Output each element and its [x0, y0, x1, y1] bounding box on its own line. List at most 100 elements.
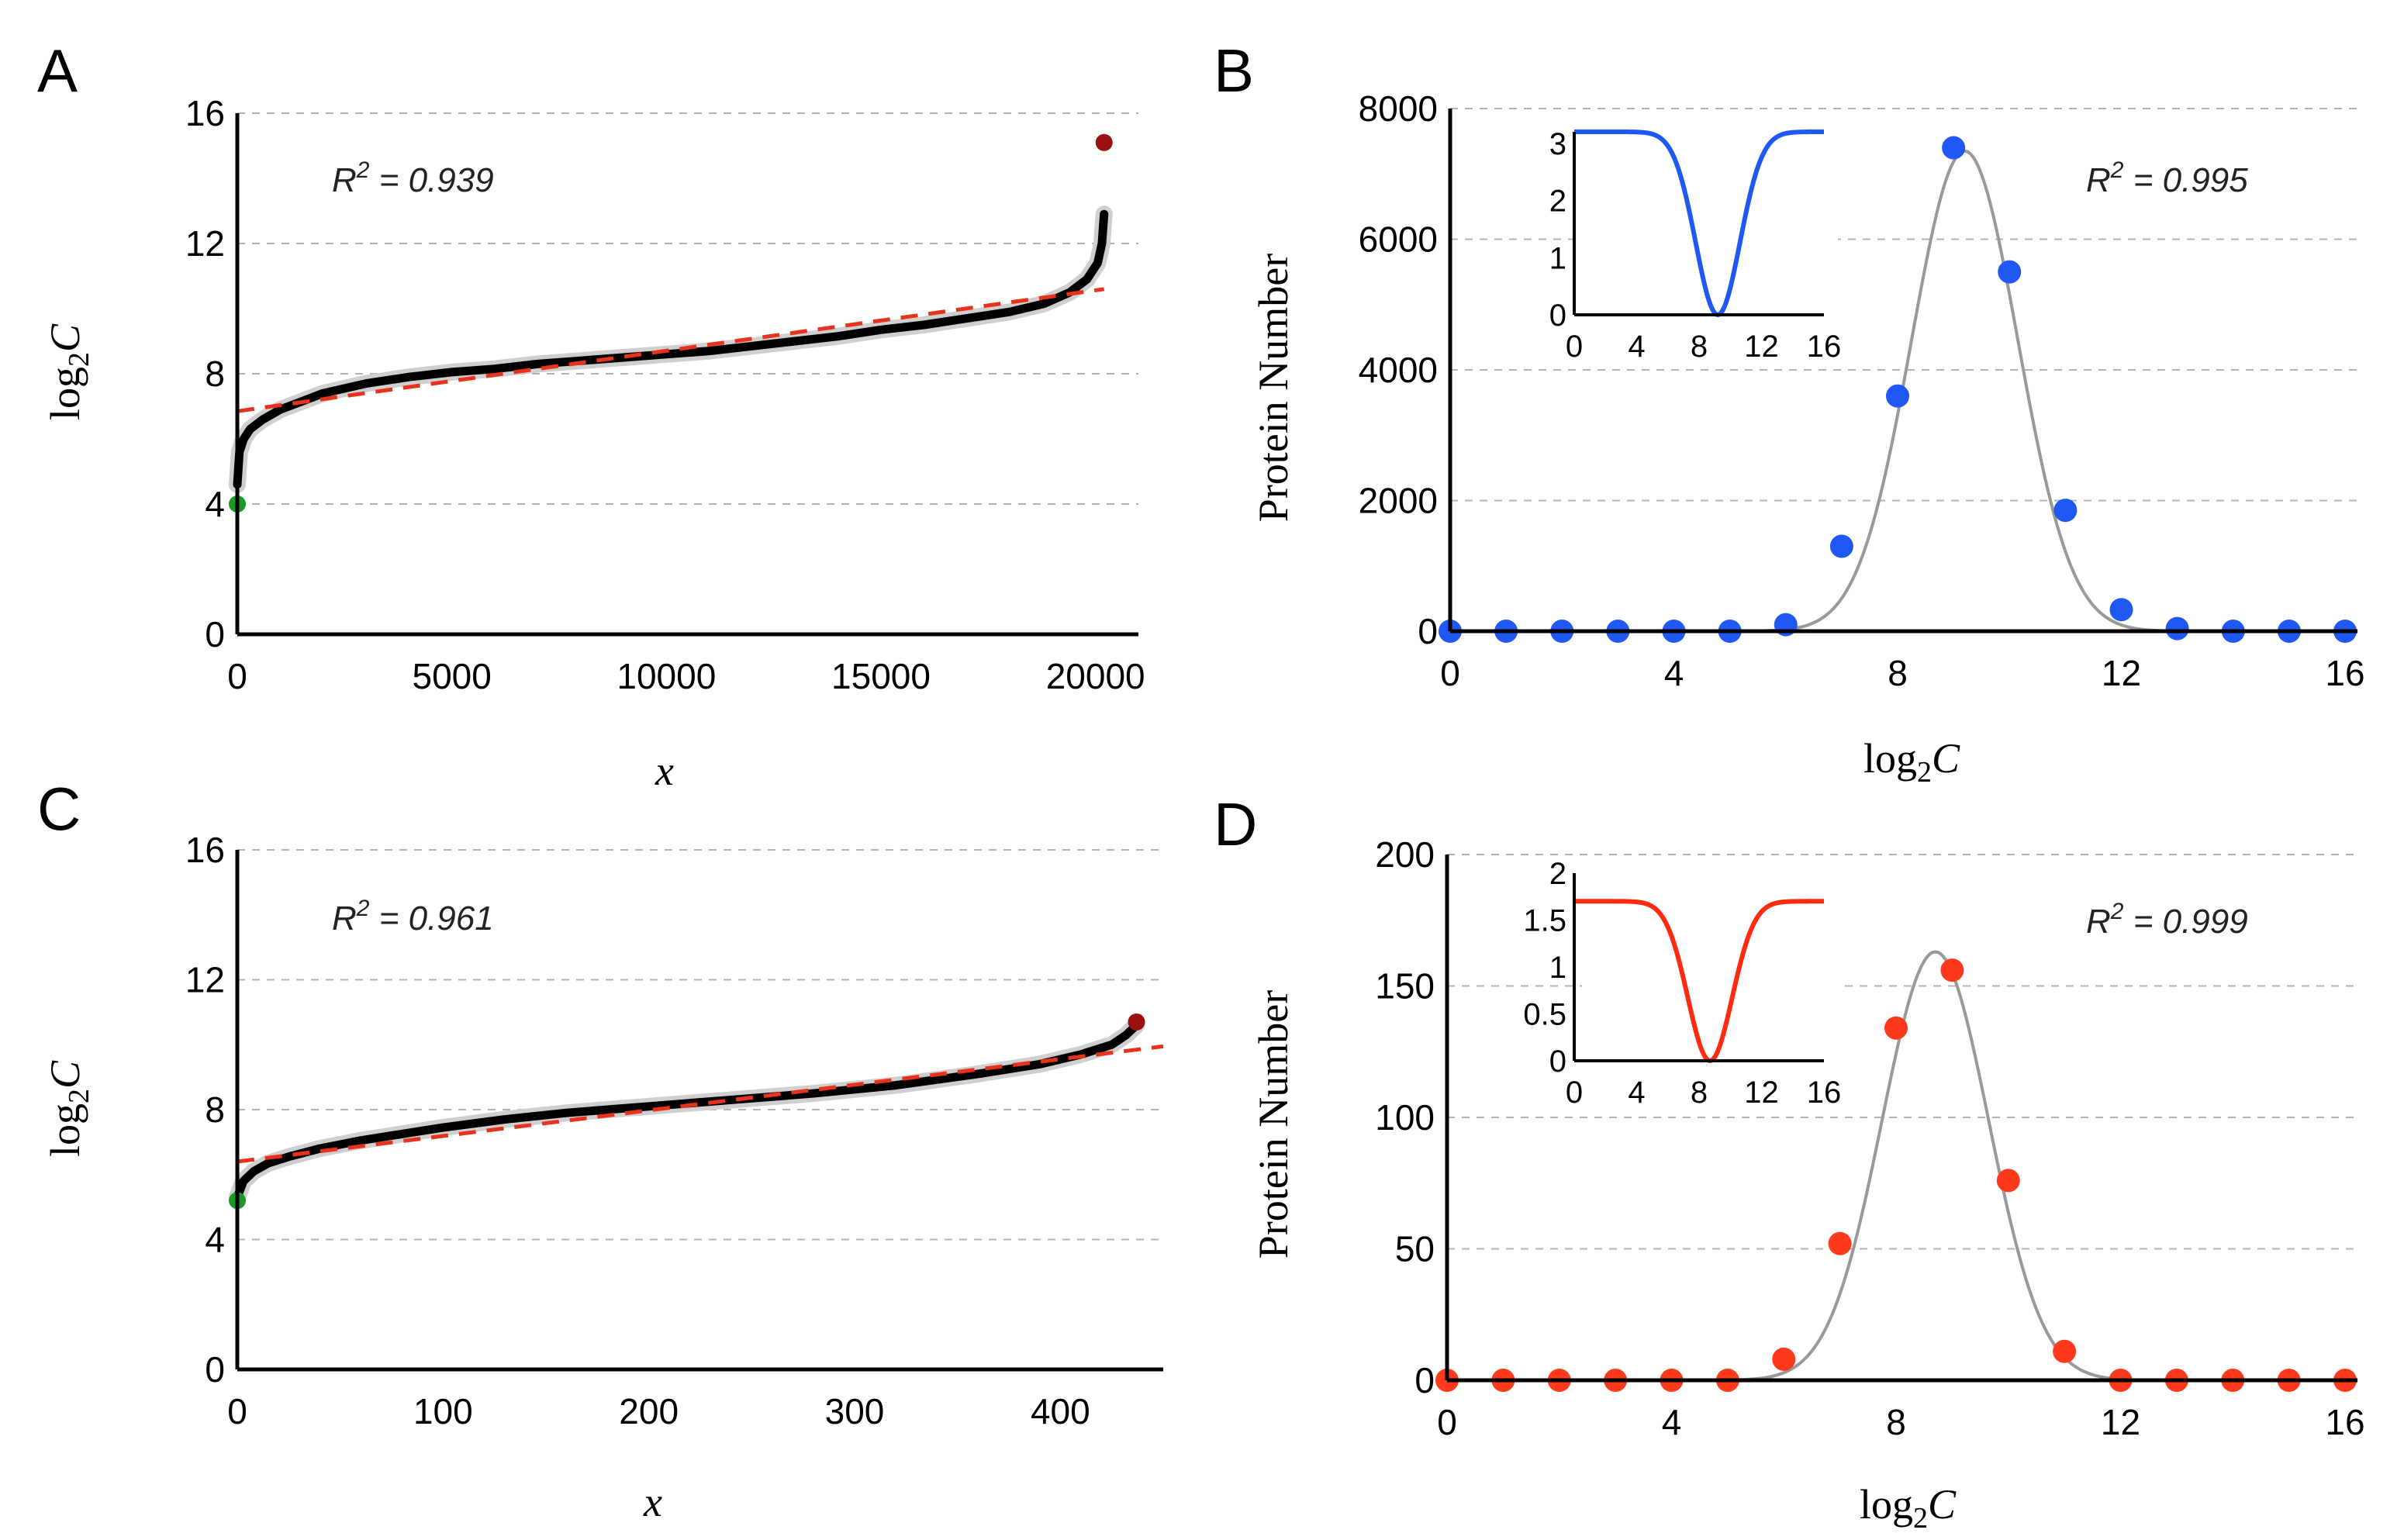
panel-c-x-tick-label: 0 — [227, 1391, 247, 1431]
panel-d-x-tick-label: 16 — [2325, 1402, 2364, 1442]
panel-a-data-curve — [229, 205, 1113, 493]
panel-b-inset-y-tick-label: 2 — [1549, 185, 1566, 219]
panel-b-data-point — [2053, 499, 2078, 523]
panel-b-x-tick-label: 0 — [1440, 653, 1460, 693]
panel-d-inset-x-tick-labels: 0 4 8 12 16 — [1566, 1076, 1841, 1110]
panel-d-y-tick-label: 50 — [1395, 1229, 1435, 1269]
panel-a-y-tick-label: 16 — [185, 93, 225, 133]
panel-a-y-tick-label: 4 — [205, 484, 225, 524]
panel-d-inset-y-tick-label: 2 — [1549, 857, 1566, 891]
panel-d-fit-curve — [1447, 950, 2345, 1382]
panel-b-y-tick-labels: 0 2000 4000 6000 8000 — [1359, 88, 1438, 651]
panel-c-data-shadow — [229, 1017, 1145, 1207]
panel-d-inset-y-tick-label: 1 — [1549, 951, 1566, 985]
panel-c-x-tick-label: 400 — [1031, 1391, 1090, 1431]
panel-letter-d: D — [1214, 790, 1257, 858]
panel-b-data-points — [1439, 136, 2357, 643]
panel-b-x-tick-label: 4 — [1664, 653, 1684, 693]
panel-a-fit-line — [237, 287, 1105, 413]
panel-letter-b: B — [1214, 36, 1254, 105]
panel-d-y-tick-labels: 0 50 100 150 200 — [1375, 834, 1435, 1400]
panel-a-y-tick-labels: 0 4 8 12 16 — [185, 93, 225, 654]
panel-d-x-axis-label: log2C — [1860, 1481, 1957, 1535]
panel-d-y-tick-label: 100 — [1375, 1097, 1435, 1138]
panel-b-inset-x-tick-label: 8 — [1691, 330, 1708, 364]
panel-d-inset-x-tick-label: 0 — [1566, 1076, 1583, 1110]
panel-d-inset-x-tick-label: 4 — [1628, 1076, 1645, 1110]
panel-b-inset-x-tick-label: 16 — [1807, 330, 1842, 364]
panel-d-x-tick-labels: 0 4 8 12 16 — [1437, 1402, 2364, 1442]
panel-a-x-tick-label: 10000 — [617, 656, 716, 696]
panel-c-x-tick-label: 200 — [619, 1391, 679, 1431]
panel-c-y-axis-label: log2C — [42, 1060, 95, 1157]
panel-c-max-point — [1128, 1013, 1145, 1031]
panel-c-gridlines — [237, 849, 1163, 1241]
panel-a-max-point — [1095, 133, 1113, 151]
panel-b-y-tick-label: 6000 — [1359, 219, 1438, 260]
panel-d-data-point — [1996, 1169, 2020, 1193]
panel-b-inset-y-tick-label: 3 — [1549, 127, 1566, 161]
panel-b-data-point — [1942, 136, 1966, 160]
panel-a-x-tick-label: 20000 — [1046, 656, 1145, 696]
panel-d-inset-y-tick-labels: 0 0.5 1 1.5 2 — [1523, 857, 1566, 1079]
panel-d-data-point — [1940, 958, 1964, 982]
panel-c-y-tick-label: 0 — [205, 1349, 225, 1390]
panel-b-inset-curve — [1574, 129, 1825, 318]
panel-c-x-axis-label: x — [643, 1479, 662, 1525]
panel-b-inset-x-tick-label: 0 — [1566, 330, 1583, 364]
panel-d-x-tick-label: 8 — [1886, 1402, 1906, 1442]
panel-a-y-tick-label: 12 — [185, 223, 225, 264]
panel-d-inset-x-tick-label: 8 — [1691, 1076, 1708, 1110]
panel-d-inset-curve — [1574, 899, 1825, 1064]
panel-b-y-tick-label: 2000 — [1359, 481, 1438, 521]
panel-b-data-point — [1829, 534, 1853, 558]
panel-letter-a: A — [37, 36, 78, 105]
panel-b-inset-x-tick-label: 12 — [1744, 330, 1779, 364]
panel-d-inset-line — [1574, 899, 1825, 1064]
panel-a-y-axis-label: log2C — [42, 323, 95, 420]
panel-d-inset-y-tick-label: 0.5 — [1523, 998, 1566, 1032]
panel-a-y-tick-label: 0 — [205, 614, 225, 654]
panel-a-data-line — [233, 209, 1109, 489]
panel-b-y-tick-label: 8000 — [1359, 88, 1438, 129]
panel-d-data-point — [1772, 1347, 1796, 1371]
panel-b-data-point — [2109, 598, 2133, 622]
panel-c-y-tick-labels: 0 4 8 12 16 — [185, 830, 225, 1390]
panel-b-x-tick-label: 8 — [1888, 653, 1908, 693]
panel-b-x-axis-label: log2C — [1863, 735, 1960, 789]
panel-b-inset-y-tick-labels: 0 1 2 3 — [1549, 127, 1566, 333]
panel-b-inset-x-tick-label: 4 — [1628, 330, 1645, 364]
panel-d-x-tick-label: 4 — [1662, 1402, 1682, 1442]
panel-a: A 0 4 8 12 16 0 5000 10000 15000 20000 x log2C R… — [37, 36, 1145, 794]
panel-b-inset-background — [1582, 132, 1838, 318]
panel-c-r-squared: R2 = 0.961 — [332, 896, 494, 937]
panel-b-x-tick-label: 12 — [2102, 653, 2141, 693]
panel-b-y-tick-label: 4000 — [1359, 350, 1438, 390]
panel-d-y-tick-label: 200 — [1375, 834, 1435, 875]
panel-a-x-tick-labels: 0 5000 10000 15000 20000 — [227, 656, 1145, 696]
panel-b-data-point — [2165, 616, 2189, 641]
panel-d-x-tick-label: 0 — [1437, 1402, 1457, 1442]
panel-b-y-tick-label: 0 — [1418, 611, 1438, 651]
panel-d-data-point — [1828, 1231, 1852, 1255]
panel-a-r-squared: R2 = 0.939 — [332, 157, 494, 199]
panel-b-x-tick-label: 16 — [2325, 653, 2364, 693]
panel-d-data-point — [1884, 1016, 1908, 1040]
panel-c-y-tick-label: 8 — [205, 1089, 225, 1130]
panel-b-inset-x-tick-labels: 0 4 8 12 16 — [1566, 330, 1841, 364]
panel-b-data-point — [1998, 260, 2022, 284]
panel-d-gaussian-fit — [1447, 950, 2345, 1382]
panel-d-inset-y-tick-label: 1.5 — [1523, 904, 1566, 938]
panel-c: C 0 4 8 12 16 0 100 200 300 400 x log2C R2 = 0.9… — [37, 775, 1164, 1525]
panel-b-x-tick-labels: 0 4 8 12 16 — [1440, 653, 2364, 693]
panel-a-x-tick-label: 0 — [227, 656, 247, 696]
panel-d-inset-x-tick-label: 16 — [1807, 1076, 1842, 1110]
panel-d-inset-background — [1582, 872, 1838, 1066]
panel-b-inset-line — [1574, 129, 1825, 318]
panel-b-data-point — [1886, 384, 1909, 408]
panel-b-inset-y-tick-label: 0 — [1549, 299, 1566, 333]
panel-d-y-tick-label: 0 — [1414, 1360, 1435, 1400]
panel-a-highlight-points — [229, 133, 1113, 513]
